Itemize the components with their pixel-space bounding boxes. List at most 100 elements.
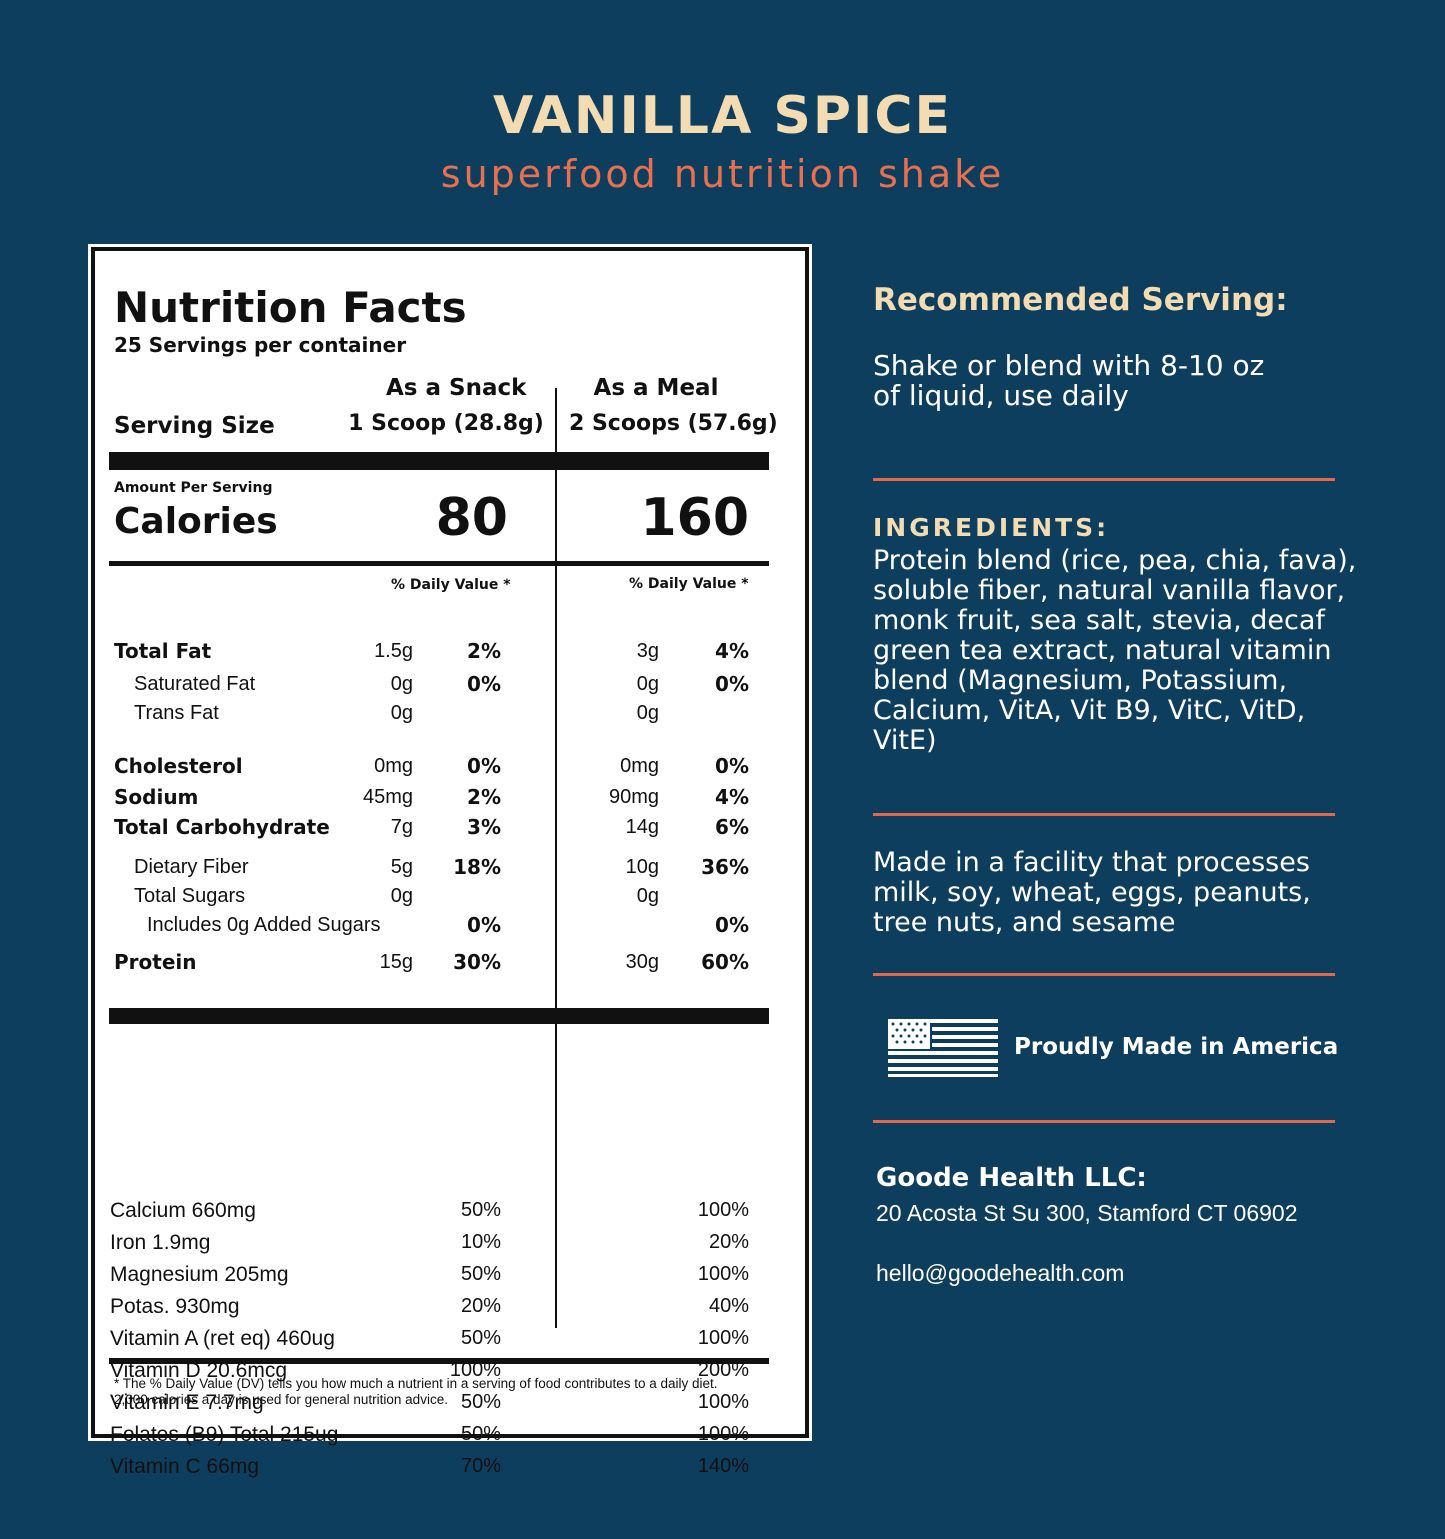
snack-dv: 30% (453, 950, 501, 974)
calories-value: 160 (640, 488, 749, 548)
snack-amount: 0g (390, 885, 413, 907)
meal-dv: 0% (715, 672, 749, 696)
allergen-line: Made in a facility that processes (873, 847, 1310, 878)
column-serving: 1 Scoop (28.8g) (348, 411, 544, 436)
meal-dv: 4% (715, 639, 749, 663)
rule (109, 1358, 769, 1364)
snack-dv: 10% (460, 1231, 501, 1253)
serving-title: Recommended Serving: (873, 282, 1288, 318)
amount-per-serving: Amount Per Serving (114, 480, 273, 496)
divider (873, 813, 1335, 816)
daily-value-head: % Daily Value * (629, 576, 749, 592)
divider (873, 973, 1335, 976)
snack-amount: 0g (390, 702, 413, 724)
column-name: As a Meal (593, 375, 719, 401)
snack-dv: 50% (460, 1199, 501, 1221)
meal-dv: 100% (697, 1263, 749, 1285)
nutrient-name: Saturated Fat (134, 673, 256, 695)
ingredients-title: INGREDIENTS: (873, 513, 1110, 542)
divider (873, 478, 1335, 481)
meal-dv: 100% (697, 1423, 749, 1445)
vitamin-name: Magnesium 205mg (110, 1263, 289, 1286)
meal-amount: 0g (636, 673, 659, 695)
snack-dv: 2% (467, 639, 501, 663)
meal-dv: 6% (715, 815, 749, 839)
meal-dv: 100% (697, 1327, 749, 1349)
meal-dv: 4% (715, 785, 749, 809)
snack-dv: 50% (460, 1263, 501, 1285)
ingredients-line: green tea extract, natural vitamin (873, 635, 1332, 666)
snack-dv: 2% (467, 785, 501, 809)
thick-rule (109, 452, 769, 470)
snack-dv: 50% (460, 1423, 501, 1445)
nutrient-name: Cholesterol (114, 754, 243, 778)
snack-dv: 0% (467, 913, 501, 937)
calories-label: Calories (114, 501, 278, 542)
meal-dv: 36% (701, 855, 749, 879)
snack-dv: 70% (460, 1455, 501, 1477)
vitamin-name: Folates (B9) Total 215ug (110, 1423, 339, 1446)
meal-amount: 0g (636, 885, 659, 907)
meal-dv: 60% (701, 950, 749, 974)
snack-dv: 50% (460, 1391, 501, 1413)
column-divider (555, 388, 557, 1328)
nutrient-name: Total Carbohydrate (114, 815, 330, 839)
footnote: * The % Daily Value (DV) tells you how m… (114, 1376, 718, 1391)
vitamin-name: Potas. 930mg (110, 1295, 240, 1318)
meal-dv: 100% (697, 1199, 749, 1221)
nutrient-name: Includes 0g Added Sugars (147, 914, 381, 936)
nutrient-name: Protein (114, 950, 197, 974)
rule (109, 561, 769, 566)
daily-value-head: % Daily Value * (391, 577, 511, 593)
snack-dv: 18% (453, 855, 501, 879)
vitamin-name: Vitamin A (ret eq) 460ug (110, 1327, 335, 1350)
meal-dv: 20% (708, 1231, 749, 1253)
product-title: VANILLA SPICE (492, 86, 953, 146)
snack-dv: 0% (467, 672, 501, 696)
servings: 25 Servings per container (114, 333, 407, 357)
label-title: Nutrition Facts (114, 283, 467, 332)
snack-amount: 1.5g (374, 640, 413, 662)
meal-dv: 200% (697, 1359, 749, 1381)
ingredients-line: monk fruit, sea salt, stevia, decaf (873, 605, 1325, 636)
nutrition-label: Nutrition Facts 25 Servings per containe… (88, 244, 812, 1477)
vitamin-name: Vitamin D 20.6mcg (110, 1359, 288, 1382)
meal-amount: 14g (625, 816, 659, 838)
us-flag-icon (888, 1019, 998, 1077)
meal-dv: 140% (697, 1455, 749, 1477)
nutrient-name: Trans Fat (134, 702, 219, 724)
ingredients-line: Calcium, VitA, Vit B9, VitC, VitD, (873, 695, 1306, 726)
calories-value: 80 (435, 488, 508, 548)
meal-amount: 90mg (608, 786, 659, 808)
snack-dv: 20% (460, 1295, 501, 1317)
nutrient-name: Total Sugars (134, 885, 246, 907)
made-in: Proudly Made in America (1014, 1034, 1339, 1060)
serving-text: of liquid, use daily (873, 379, 1129, 412)
nutrient-name: Sodium (114, 785, 199, 809)
serving-size: Serving Size (114, 413, 275, 439)
ingredients-line: soluble fiber, natural vanilla flavor, (873, 575, 1346, 606)
meal-dv: 40% (708, 1295, 749, 1317)
nutrient-name: Total Fat (114, 639, 212, 663)
ingredients-line: VitE) (873, 725, 937, 756)
meal-amount: 10g (625, 856, 659, 878)
meal-amount: 0g (636, 702, 659, 724)
ingredients-line: Protein blend (rice, pea, chia, fava), (873, 545, 1357, 576)
meal-amount: 0mg (620, 755, 659, 777)
vitamin-name: Calcium 660mg (110, 1199, 256, 1222)
product-subtitle: superfood nutrition shake (440, 152, 1005, 196)
vitamin-name: Vitamin E 7.7mg (110, 1391, 264, 1414)
snack-amount: 15g (379, 951, 413, 973)
snack-amount: 45mg (362, 786, 413, 808)
snack-amount: 0mg (374, 755, 413, 777)
snack-dv: 100% (449, 1359, 501, 1381)
snack-dv: 0% (467, 754, 501, 778)
footnote: 2,000 calories a day is used for general… (114, 1392, 448, 1407)
snack-amount: 5g (390, 856, 413, 878)
nutrient-name: Dietary Fiber (134, 856, 249, 878)
snack-dv: 3% (467, 815, 501, 839)
snack-dv: 50% (460, 1327, 501, 1349)
vitamin-name: Vitamin C 66mg (110, 1455, 260, 1478)
